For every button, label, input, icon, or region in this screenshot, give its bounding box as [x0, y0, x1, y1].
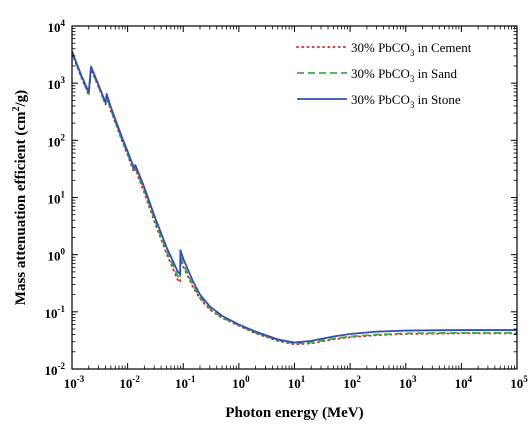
x-tick-label: 10-2 [119, 374, 140, 391]
x-tick-label: 103 [399, 374, 417, 391]
y-tick-label: 10-2 [45, 361, 66, 378]
tick-layer [71, 25, 518, 370]
legend-label-1: 30% PbCO3 in Cement [351, 40, 472, 58]
y-tick-label: 104 [48, 18, 66, 35]
y-tick-label: 10-1 [45, 304, 66, 321]
legend-label-3: 30% PbCO3 in Stone [351, 92, 461, 110]
legend-label-2: 30% PbCO3 in Sand [351, 66, 457, 84]
y-axis-title-sup: 2 [11, 106, 22, 111]
x-tick-label: 104 [455, 374, 473, 391]
label-layer: 10-3 10-2 10-1 100 101 102 103 104 10510-210-110… [45, 18, 529, 391]
x-tick-label: 101 [288, 374, 306, 391]
legend: 30% PbCO3 in Cement 30% PbCO3 in Sand 30% … [296, 40, 472, 110]
x-tick-label: 100 [232, 374, 250, 391]
y-tick-label: 101 [48, 190, 66, 207]
series-layer [72, 51, 517, 346]
x-axis-title: Photon energy (MeV) [225, 405, 363, 421]
series-line-3 [72, 51, 517, 344]
y-tick-label: 103 [48, 75, 66, 92]
y-axis-title-tail: /g) [13, 90, 29, 108]
y-tick-label: 102 [48, 132, 66, 149]
x-tick-label: 10-1 [175, 374, 196, 391]
y-tick-label: 100 [48, 247, 66, 264]
x-tick-label: 105 [510, 374, 528, 391]
x-tick-label: 102 [343, 374, 361, 391]
y-axis-title-main: Mass attenuation efficient (cm [13, 111, 29, 305]
y-axis-title: Mass attenuation efficient (cm2/g) [11, 90, 29, 305]
x-tick-label: 10-3 [64, 374, 85, 391]
